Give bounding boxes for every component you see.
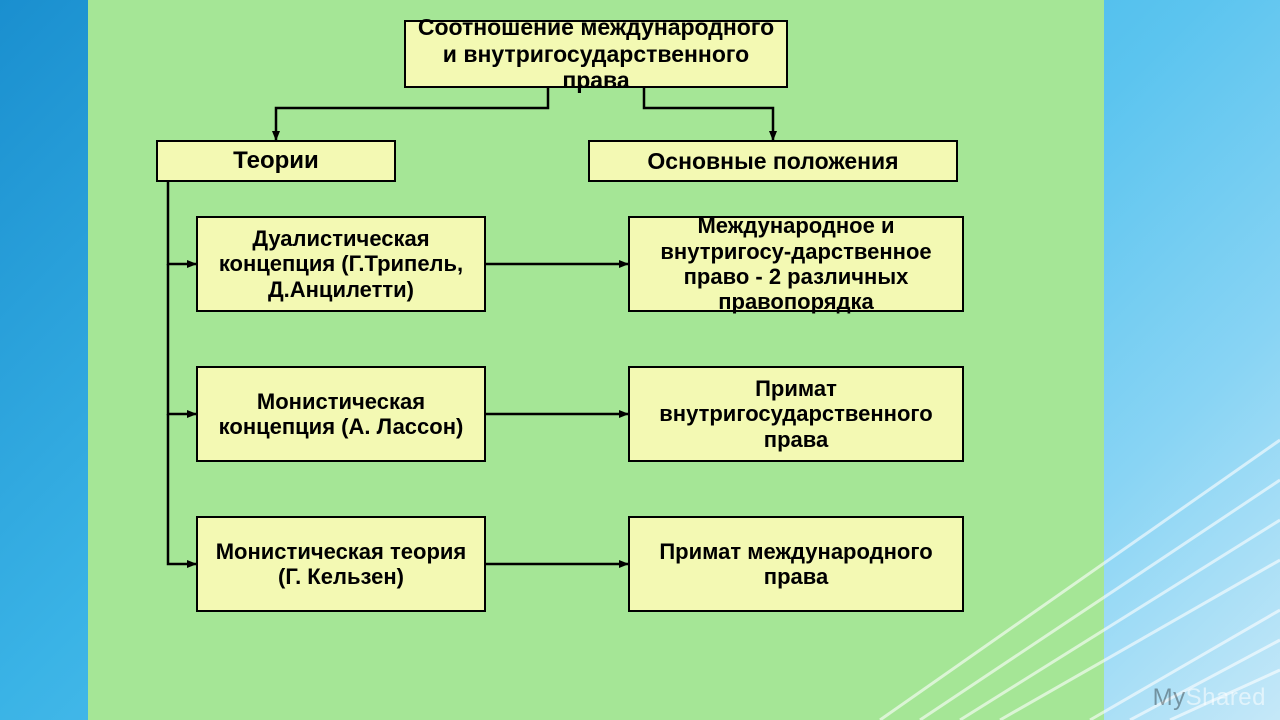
diagram-panel: Соотношение международного и внутригосуд… xyxy=(88,0,1104,720)
edge-1 xyxy=(644,88,773,140)
watermark: MyShared xyxy=(1153,684,1266,712)
node-p1: Международное и внутригосу-дарственное п… xyxy=(628,216,964,312)
node-positions: Основные положения xyxy=(588,140,958,182)
edge-4 xyxy=(168,414,196,564)
node-p2: Примат внутригосударственного права xyxy=(628,366,964,462)
arrows-layer xyxy=(88,0,1104,720)
edge-0 xyxy=(276,88,548,140)
edge-2 xyxy=(168,182,196,264)
node-p3: Примат международного права xyxy=(628,516,964,612)
watermark-suffix: Shared xyxy=(1186,684,1266,711)
edge-3 xyxy=(168,264,196,414)
slide: Соотношение международного и внутригосуд… xyxy=(0,0,1280,720)
node-theories: Теории xyxy=(156,140,396,182)
node-t3: Монистическая теория (Г. Кельзен) xyxy=(196,516,486,612)
node-t2: Монистическая концепция (А. Лассон) xyxy=(196,366,486,462)
watermark-prefix: My xyxy=(1153,684,1186,711)
node-root: Соотношение международного и внутригосуд… xyxy=(404,20,788,88)
node-t1: Дуалистическая концепция (Г.Трипель, Д.А… xyxy=(196,216,486,312)
